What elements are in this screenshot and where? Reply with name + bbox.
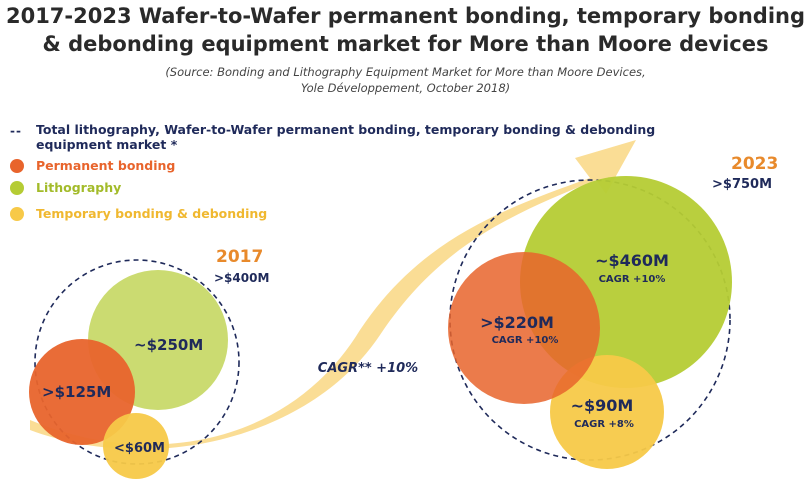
title-line-1: 2017-2023 Wafer-to-Wafer permanent bondi…: [5, 4, 806, 28]
legend-total-line-2: equipment market *: [36, 137, 178, 152]
lithography-value-2023: ~$460M: [595, 251, 669, 270]
legend-item-total: -- Total lithography, Wafer-to-Wafer per…: [10, 122, 655, 152]
chart-title: 2017-2023 Wafer-to-Wafer permanent bondi…: [0, 2, 811, 58]
legend-item-temporary-bonding: Temporary bonding & debonding: [10, 206, 267, 221]
permanent-cagr-2023: CAGR +10%: [492, 335, 559, 346]
legend-temporary-label: Temporary bonding & debonding: [36, 206, 268, 221]
legend-item-lithography: Lithography: [10, 180, 121, 195]
permanent-value-2023: >$220M: [480, 313, 554, 332]
permanent-bonding-dot-icon: [10, 159, 24, 173]
lithography-value-2017: ~$250M: [134, 336, 203, 354]
legend-lithography-label: Lithography: [36, 180, 122, 195]
dashed-line-icon: --: [10, 124, 22, 138]
temporary-value-2017: <$60M: [114, 441, 165, 456]
permanent-value-2017: >$125M: [42, 383, 111, 401]
lithography-dot-icon: [10, 181, 24, 195]
title-line-2: & debonding equipment market for More th…: [42, 32, 769, 56]
legend-total-line-1: Total lithography, Wafer-to-Wafer perman…: [36, 122, 656, 137]
total-2023-label: >$750M: [712, 177, 772, 192]
permanent-bonding-bubble-2023: [448, 252, 600, 404]
total-2017-label: >$400M: [214, 271, 269, 285]
source-line-1: (Source: Bonding and Lithography Equipme…: [165, 65, 646, 79]
temporary-bonding-dot-icon: [10, 207, 24, 221]
source-note: (Source: Bonding and Lithography Equipme…: [0, 64, 811, 96]
temporary-bonding-bubble-2023: [550, 355, 664, 469]
lithography-cagr-2023: CAGR +10%: [599, 274, 666, 285]
legend-total-text: Total lithography, Wafer-to-Wafer perman…: [36, 122, 655, 152]
temporary-cagr-2023: CAGR +8%: [574, 419, 634, 430]
legend-permanent-label: Permanent bonding: [36, 158, 176, 173]
year-2023-label: 2023: [731, 154, 778, 174]
total-market-circle-2017: [34, 259, 240, 465]
temporary-bonding-bubble-2017: [103, 413, 169, 479]
temporary-value-2023: ~$90M: [571, 396, 634, 415]
source-line-2: Yole Développement, October 2018): [300, 81, 511, 95]
permanent-bonding-bubble-2017: [29, 339, 135, 445]
year-2017-label: 2017: [216, 247, 263, 267]
arrow-cagr-label: CAGR** +10%: [318, 361, 418, 376]
legend-item-permanent-bonding: Permanent bonding: [10, 158, 175, 173]
